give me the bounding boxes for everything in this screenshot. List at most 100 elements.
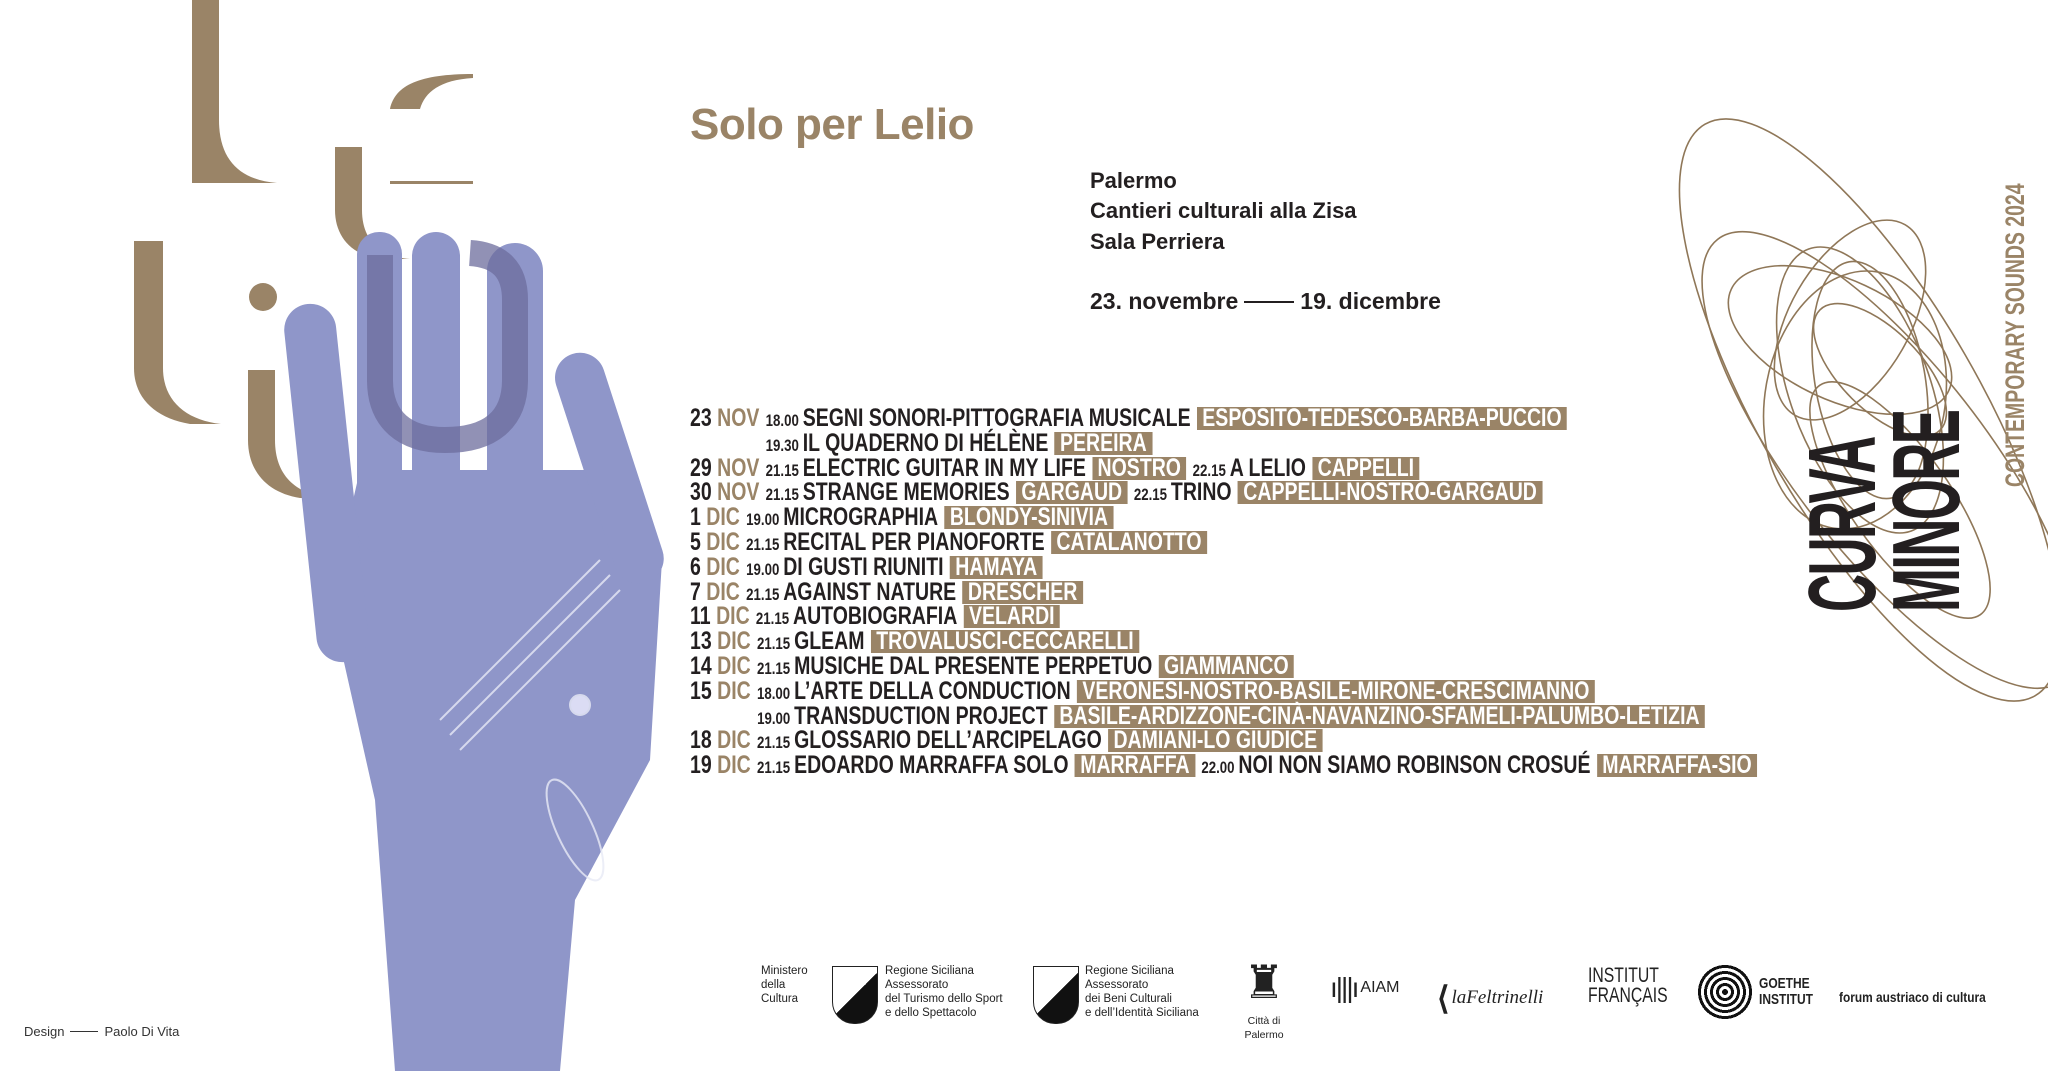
feltrinelli-f-icon: ⟨: [1437, 980, 1450, 1016]
event-title: NOI NON SIAMO ROBINSON CROSUÉ: [1238, 751, 1591, 780]
event-performers: CAPPELLI: [1312, 455, 1420, 480]
event-day: 30: [690, 478, 712, 507]
event-performers: BASILE-ARDIZZONE-CINÀ-NAVANZINO-SFAMELI-…: [1053, 703, 1706, 728]
schedule-row: 6 DIC 19.00 DI GUSTI RIUNITI HAMAYA: [690, 552, 1757, 581]
event-month: DIC: [706, 527, 740, 556]
logo-text: dei Beni Culturali: [1085, 993, 1172, 1005]
end-date: 19. dicembre: [1300, 288, 1441, 314]
logo-text: INSTITUT: [1588, 964, 1659, 987]
event-day: 19: [690, 751, 712, 780]
event-performers: DAMIANI-LO GIUDICE: [1108, 728, 1323, 753]
event-month: DIC: [717, 627, 751, 656]
scribble-graphic: [1678, 118, 2048, 702]
event-performers: NOSTRO: [1092, 455, 1187, 480]
logo-citta-palermo: ♜ Città di Palermo: [1232, 950, 1296, 1042]
event-month: DIC: [717, 651, 751, 680]
event-title: IL QUADERNO DI HÉLÈNE: [802, 428, 1049, 457]
event-month: DIC: [716, 602, 750, 631]
event-performers: HAMAYA: [949, 554, 1043, 579]
event-title: A LELIO: [1229, 453, 1306, 482]
event-month: DIC: [706, 577, 740, 606]
event-performers: MARRAFFA-SIO: [1596, 753, 1758, 778]
event-day: 14: [690, 651, 712, 680]
hand-silhouette: [284, 232, 664, 1071]
event-day: 29: [690, 453, 712, 482]
logo-regione-turismo: Regione Siciliana Assessorato del Turism…: [885, 964, 1003, 1020]
credit-label: Design: [24, 1024, 65, 1039]
logo-text: Ministero: [761, 965, 808, 977]
schedule-row: 5 DIC 21.15 RECITAL PER PIANOFORTE CATALANOT…: [690, 527, 1757, 556]
event-title: AGAINST NATURE: [783, 577, 957, 606]
schedule-row: 29 NOV 21.15 ELECTRIC GUITAR IN MY LIFE NOST…: [690, 453, 1757, 482]
event-time: 22.15: [1192, 460, 1226, 480]
event-title: AUTOBIOGRAFIA: [792, 602, 958, 631]
event-title: MICROGRAPHIA: [783, 503, 939, 532]
event-performers: CATALANOTTO: [1050, 529, 1208, 554]
logo-forum-austriaco: forum austriaco di cultura: [1839, 989, 1986, 1005]
event-day: 15: [690, 676, 712, 705]
eagle-crest-icon: ♜: [1243, 956, 1285, 1008]
schedule-row: 7 DIC 21.15 AGAINST NATURE DRESCHER: [690, 577, 1757, 606]
event-day: 23: [690, 404, 712, 432]
event-title: EDOARDO MARRAFFA SOLO: [794, 751, 1069, 780]
sound-bars-icon: ı|||ı: [1330, 972, 1359, 1003]
event-title: TRINO: [1170, 478, 1232, 507]
event-performers: CAPPELLI-NOSTRO-GARGAUD: [1237, 480, 1543, 505]
event-time: 22.00: [1201, 758, 1235, 778]
logo-regione-beni-culturali: Regione Siciliana Assessorato dei Beni C…: [1085, 964, 1199, 1020]
event-time: 19.00: [746, 510, 780, 530]
event-month: DIC: [717, 726, 751, 755]
logo-ministero-cultura: Ministero della Cultura: [761, 964, 808, 1006]
logo-text: e dello Spettacolo: [885, 1007, 977, 1019]
logo-text: Regione Siciliana: [885, 965, 974, 977]
u-letter-overlay: [367, 240, 528, 454]
logo-text: della: [761, 979, 786, 991]
schedule-row: 11 DIC 21.15 AUTOBIOGRAFIA VELARDI: [690, 604, 1757, 629]
event-time: 18.00: [765, 411, 799, 430]
decorative-letters: [134, 0, 473, 498]
regione-siciliana-shield-icon: [1033, 966, 1079, 1024]
event-day: 13: [690, 627, 712, 656]
event-title: ELECTRIC GUITAR IN MY LIFE: [802, 453, 1086, 482]
event-time: 21.15: [765, 485, 799, 505]
venue-place: Cantieri culturali alla Zisa: [1090, 198, 1357, 223]
event-time: 21.15: [765, 460, 799, 480]
logo-text: e dell’Identità Siciliana: [1085, 1007, 1199, 1019]
logo-text: Regione Siciliana: [1085, 965, 1174, 977]
event-time: 21.15: [746, 534, 780, 554]
logo-text: Assessorato: [1085, 979, 1149, 991]
event-performers: BLONDY-SINIVIA: [944, 505, 1114, 530]
festival-subtitle: CONTEMPORARY SOUNDS 2024: [2000, 183, 2030, 488]
event-month: DIC: [706, 552, 740, 581]
credit-name: Paolo Di Vita: [104, 1024, 180, 1039]
event-performers: TROVALUSCI-CECCARELLI: [870, 629, 1140, 654]
event-month: NOV: [717, 453, 760, 482]
poster-artwork: [134, 0, 664, 1071]
logo-text: Cultura: [761, 993, 799, 1005]
logo-text: del Turismo dello Sport: [885, 993, 1003, 1005]
event-time: 19.30: [765, 435, 799, 455]
event-time: 21.15: [755, 609, 790, 629]
event-day: 5: [690, 527, 701, 556]
event-day: 6: [690, 552, 701, 581]
logo-feltrinelli: ⟨ laFeltrinelli: [1437, 978, 1543, 1018]
date-dash: [1244, 300, 1295, 303]
start-date: 23. novembre: [1090, 288, 1239, 314]
venue-hall: Sala Perriera: [1090, 229, 1225, 254]
double-bass-photo: [439, 559, 621, 882]
event-time: 18.00: [756, 683, 791, 703]
event-month: DIC: [706, 503, 740, 532]
event-month: NOV: [717, 404, 760, 432]
event-time: 22.15: [1133, 485, 1168, 505]
schedule-row: 30 NOV 21.15 STRANGE MEMORIES GARGAUD 22.15 TR…: [690, 480, 1757, 505]
event-day: 1: [690, 503, 701, 532]
event-title: GLOSSARIO DELL’ARCIPELAGO: [794, 726, 1102, 755]
event-time: 21.15: [746, 584, 780, 604]
logo-text: INSTITUT: [1759, 991, 1813, 1008]
event-performers: GIAMMANCO: [1158, 653, 1295, 678]
logo-institut-francais: INSTITUT FRANÇAIS: [1588, 964, 1668, 1006]
logo-text: GOETHE: [1759, 975, 1810, 992]
event-title: SEGNI SONORI-PITTOGRAFIA MUSICALE: [802, 404, 1191, 432]
event-title: L’ARTE DELLA CONDUCTION: [794, 676, 1071, 705]
logo-text: Assessorato: [885, 979, 949, 991]
